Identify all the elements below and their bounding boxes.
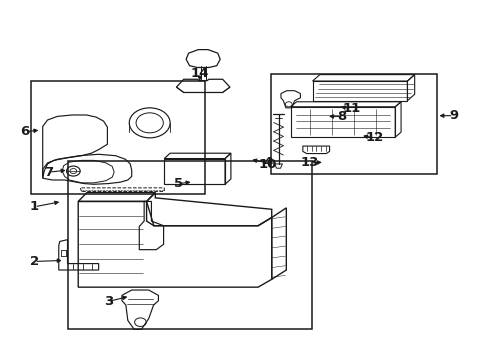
Text: 3: 3 (103, 295, 113, 308)
Bar (30, 81, 204, 194)
Text: 10: 10 (258, 158, 277, 171)
Text: 4: 4 (263, 156, 272, 169)
Text: 1: 1 (30, 200, 39, 213)
Text: 11: 11 (342, 102, 360, 115)
Text: 13: 13 (300, 156, 319, 169)
Bar (68, 161, 311, 329)
Text: 7: 7 (44, 166, 54, 179)
Text: 12: 12 (365, 131, 383, 144)
Text: 9: 9 (448, 109, 457, 122)
Bar (271, 74, 436, 174)
Text: 6: 6 (20, 125, 29, 138)
Text: 2: 2 (30, 255, 39, 268)
Text: 14: 14 (190, 67, 208, 80)
Text: 8: 8 (336, 110, 346, 123)
Text: 5: 5 (174, 177, 183, 190)
